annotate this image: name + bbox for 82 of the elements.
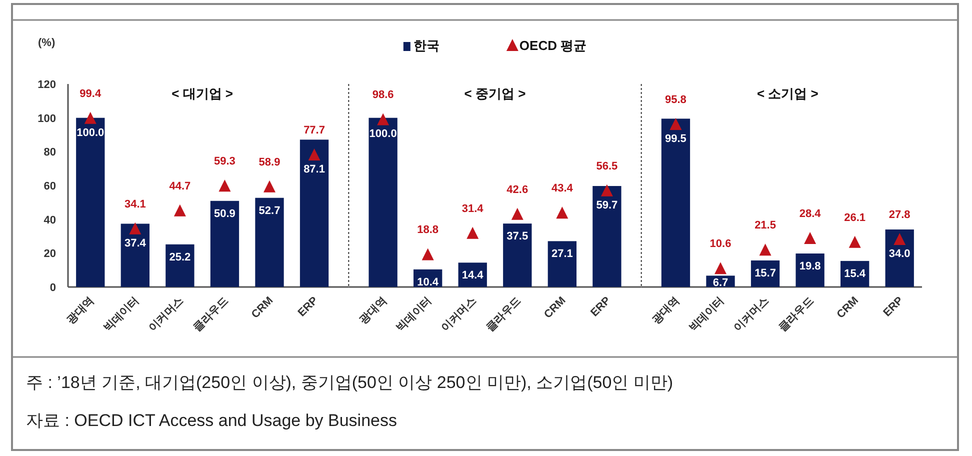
data-label: 26.1 [844, 212, 866, 224]
data-label: 99.4 [80, 88, 102, 100]
point [174, 204, 186, 216]
bar [592, 186, 622, 287]
data-label: 21.5 [754, 220, 776, 232]
bar [661, 118, 690, 287]
data-label: 10.4 [417, 276, 440, 288]
data-label: 10.6 [710, 238, 732, 250]
y-tick-label: 100 [38, 112, 56, 125]
point [759, 244, 772, 256]
point [714, 262, 726, 274]
point [129, 222, 142, 234]
chart-title: < 중기업 > [464, 86, 526, 101]
data-label: 56.5 [596, 160, 618, 172]
bar [76, 118, 105, 287]
data-label: 34.1 [124, 198, 146, 210]
bar [166, 244, 194, 287]
data-label: 50.9 [214, 208, 236, 220]
bar [503, 224, 532, 287]
data-label: 100.0 [369, 128, 397, 140]
data-label: 15.4 [844, 268, 866, 280]
bar [548, 241, 576, 287]
data-label: 28.4 [799, 208, 822, 220]
point [264, 180, 276, 192]
data-label: 95.8 [665, 94, 686, 106]
y-tick-label: 20 [44, 248, 56, 260]
chart-title: < 소기업 > [756, 86, 819, 101]
text: 자료 : OECD ICT Access and Usage by Business [26, 411, 397, 430]
bar [120, 224, 150, 287]
bar [796, 254, 824, 287]
data-label: 52.7 [258, 204, 280, 217]
bar [210, 200, 240, 287]
data-label: 87.1 [304, 164, 325, 176]
legend-label: OECD 평균 [519, 38, 587, 53]
bar [255, 198, 284, 287]
data-label: 19.8 [799, 260, 821, 273]
point [511, 208, 524, 220]
data-label: 27.1 [551, 248, 573, 260]
data-label: 44.7 [169, 180, 191, 192]
data-label: 6.7 [712, 277, 728, 289]
data-label: 59.7 [596, 199, 618, 212]
y-tick-label: 60 [44, 180, 56, 192]
data-label: 27.8 [888, 208, 910, 221]
data-label: 37.5 [506, 230, 528, 243]
point [84, 112, 96, 124]
data-label: 15.7 [754, 267, 776, 280]
data-label: 14.4 [462, 270, 484, 282]
legend-label: 한국 [413, 38, 440, 53]
data-label: 31.4 [462, 202, 484, 215]
point [556, 206, 568, 219]
point [466, 226, 479, 239]
point [308, 148, 320, 161]
point [848, 236, 861, 248]
chart-title: < 대기업 > [172, 86, 234, 101]
data-label: 37.4 [124, 237, 147, 250]
point [218, 180, 231, 192]
point [670, 118, 682, 130]
data-label: 34.0 [888, 248, 910, 260]
y-tick-label: 80 [44, 146, 56, 159]
point [804, 232, 816, 244]
point [422, 248, 434, 260]
data-label: 43.4 [551, 182, 574, 195]
data-label: 59.3 [214, 156, 236, 168]
point [377, 113, 390, 126]
point [894, 232, 906, 245]
data-label: 18.8 [417, 224, 439, 236]
data-label: 77.7 [304, 124, 325, 137]
y-tick-label: 40 [44, 214, 56, 226]
point [600, 184, 613, 196]
bar [368, 118, 398, 287]
data-label: 98.6 [372, 89, 394, 102]
bar [885, 229, 914, 287]
data-label: 58.9 [258, 156, 280, 168]
bar [300, 140, 329, 287]
data-label: 100.0 [76, 126, 104, 139]
text: 주 : ’18년 기준, 대기업(250인 이상), 중기업(50인 이상 250인 미만), 소기업(50인 미만) [26, 373, 674, 392]
data-label: 99.5 [665, 132, 686, 145]
y-tick-label: 0 [50, 282, 56, 294]
y-tick-label: 120 [38, 79, 56, 91]
data-label: 25.2 [169, 251, 191, 264]
y-axis-title: (%) [38, 37, 56, 49]
data-label: 42.6 [506, 184, 528, 196]
